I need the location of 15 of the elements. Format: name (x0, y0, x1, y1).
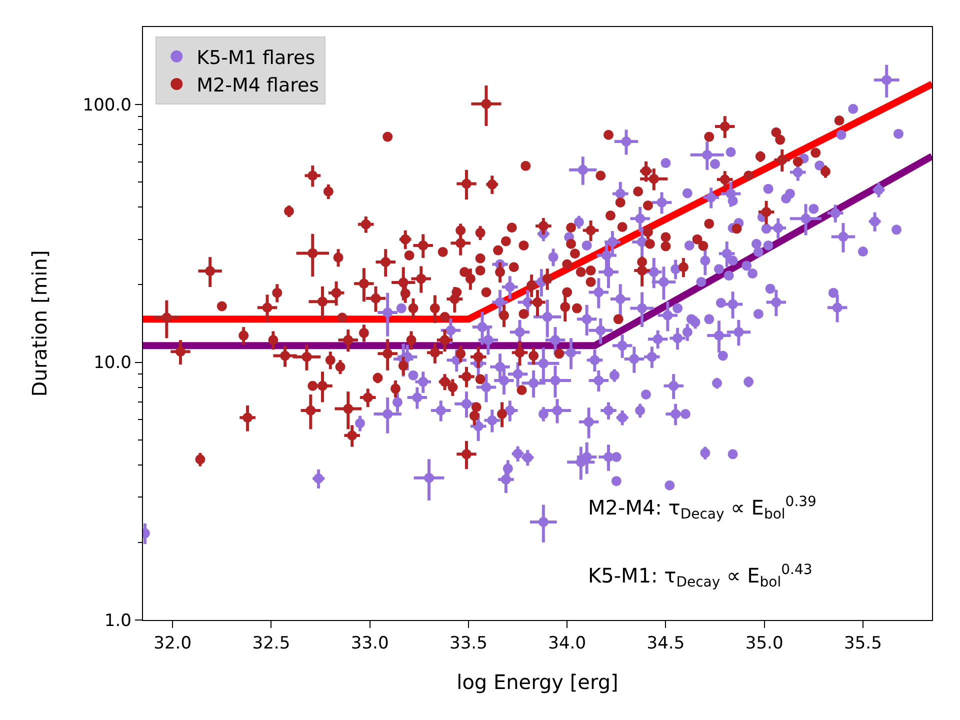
x-tick-label: 32.0 (154, 634, 192, 654)
x-tick-label: 33.5 (450, 634, 488, 654)
x-tick-label: 35.5 (844, 634, 882, 654)
y-tick-label: 1.0 (104, 610, 132, 631)
legend-label: M2-M4 flares (196, 74, 320, 96)
y-axis-title: Duration [min] (27, 250, 52, 397)
y-tick-label: 100.0 (82, 96, 132, 116)
x-tick-label: 35.0 (745, 634, 784, 654)
x-tick-label: 34.0 (548, 634, 586, 654)
y-tick-label: 10.0 (94, 353, 132, 374)
x-tick-label: 33.0 (350, 634, 389, 654)
legend-label: K5-M1 flares (196, 46, 316, 69)
x-tick-label: 34.5 (646, 634, 685, 654)
x-tick-label: 32.5 (252, 634, 290, 654)
x-axis-title: log Energy [erg] (456, 670, 618, 694)
